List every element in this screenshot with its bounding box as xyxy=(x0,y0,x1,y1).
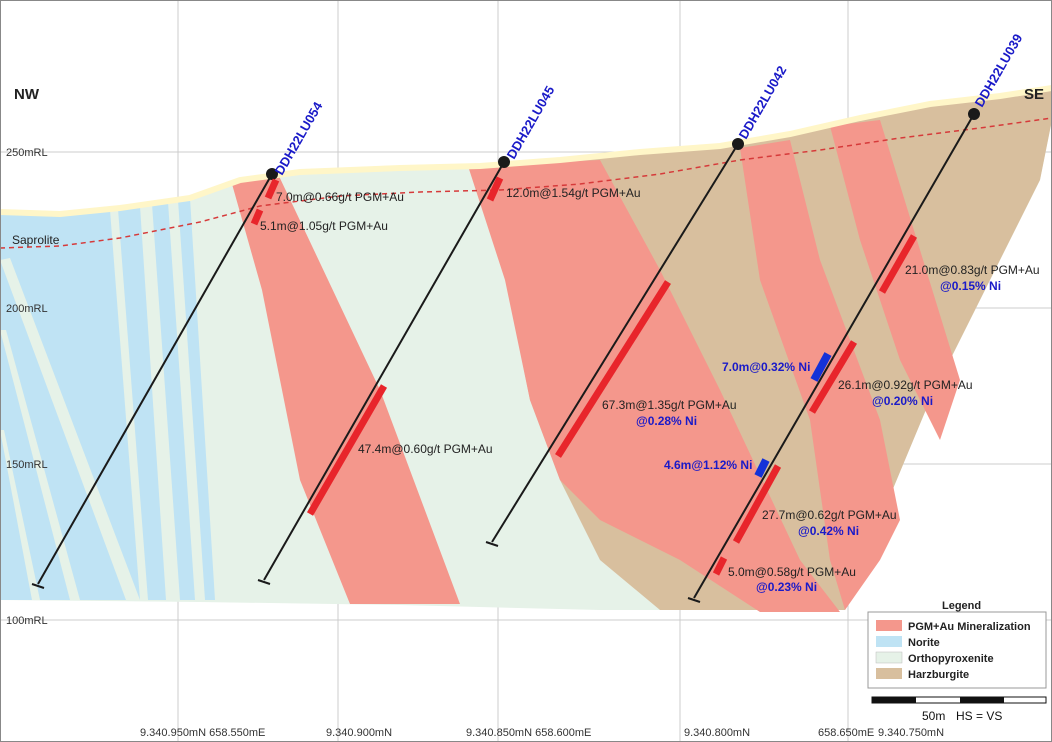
intercept-054-a xyxy=(264,178,280,200)
intercept-ni-label-2: 4.6m@1.12% Ni xyxy=(664,458,752,472)
scale-bar-seg-2 xyxy=(960,697,1004,703)
elevation-150: 150mRL xyxy=(6,459,48,471)
scale-bar: 50m HS = VS xyxy=(871,696,1047,723)
drill-traces xyxy=(31,108,980,603)
collar-042 xyxy=(732,138,744,150)
easting-label-6: 9.340.750mN xyxy=(878,727,944,739)
intercept-ni-039-d: @0.23% Ni xyxy=(756,580,817,594)
legend-swatch-harzburgite xyxy=(876,668,902,679)
intercept-054-b xyxy=(250,208,264,226)
drill-trace-054 xyxy=(37,173,273,585)
surface-cover xyxy=(0,85,1052,218)
intercept-label-045-b: 47.4m@0.60g/t PGM+Au xyxy=(358,442,493,456)
intercept-label-039-b: 26.1m@0.92g/t PGM+Au xyxy=(838,378,973,392)
intercept-045-b xyxy=(306,384,388,516)
legend-label-pgm: PGM+Au Mineralization xyxy=(908,621,1031,633)
intercept-label-039-a: 21.0m@0.83g/t PGM+Au xyxy=(905,263,1040,277)
drill-endcap-045 xyxy=(257,579,271,585)
intercept-label-039-c: 27.7m@0.62g/t PGM+Au xyxy=(762,508,897,522)
ni-intercept-1 xyxy=(810,352,832,382)
intercept-042-a xyxy=(555,280,671,458)
intercept-039-d xyxy=(712,556,728,576)
legend-swatch-pgm xyxy=(876,620,902,631)
scale-label: 50m xyxy=(922,709,945,723)
elevation-100: 100mRL xyxy=(6,615,48,627)
hole-label-045: DDH22LU045 xyxy=(504,83,558,161)
intercept-039-a xyxy=(878,234,918,294)
intercept-ni-039-b: @0.20% Ni xyxy=(872,394,933,408)
drill-trace-045 xyxy=(263,161,505,581)
drill-trace-042 xyxy=(491,143,739,543)
ni-intercept-2 xyxy=(754,458,770,478)
legend-swatch-norite xyxy=(876,636,902,647)
drill-trace-039 xyxy=(693,113,975,599)
pgm-band-2 xyxy=(468,160,840,612)
drill-endcap-042 xyxy=(485,541,499,547)
intercept-039-c xyxy=(732,464,782,544)
pgm-band-1 xyxy=(232,174,460,604)
legend-label-orthopyroxenite: Orthopyroxenite xyxy=(908,653,994,665)
drill-endcap-039 xyxy=(687,597,701,603)
hole-label-054: DDH22LU054 xyxy=(272,99,326,178)
ni-intercepts xyxy=(754,352,832,478)
intercept-045-a xyxy=(486,176,504,202)
easting-label-2: 9.340.900mN xyxy=(326,727,392,739)
easting-label-5: 658.650mE xyxy=(818,727,874,739)
easting-label-3: 9.340.850mN 658.600mE xyxy=(466,727,591,739)
direction-nw: NW xyxy=(14,86,40,103)
intercept-label-042-a: 67.3m@1.35g/t PGM+Au xyxy=(602,398,737,412)
legend-swatch-orthopyroxenite xyxy=(875,651,903,664)
scale-note: HS = VS xyxy=(956,709,1002,723)
saprolite-label: Saprolite xyxy=(12,233,60,247)
intercept-ni-039-a: @0.15% Ni xyxy=(940,279,1001,293)
pgm-band-4 xyxy=(830,120,960,440)
intercept-ni-042-a: @0.28% Ni xyxy=(636,414,697,428)
norite-stripes xyxy=(0,200,205,600)
collar-045 xyxy=(498,156,510,168)
pgm-intercepts xyxy=(250,176,918,576)
easting-label-4: 9.340.800mN xyxy=(684,727,750,739)
legend-label-harzburgite: Harzburgite xyxy=(908,669,969,681)
intercept-label-054-a: 7.0m@0.66g/t PGM+Au xyxy=(276,190,404,204)
elevation-250: 250mRL xyxy=(6,147,48,159)
legend-label-norite: Norite xyxy=(908,637,940,649)
intercept-ni-039-c: @0.42% Ni xyxy=(798,524,859,538)
legend: Legend PGM+Au Mineralization Norite Orth… xyxy=(867,600,1047,689)
intercept-label-054-b: 5.1m@1.05g/t PGM+Au xyxy=(260,219,388,233)
direction-se: SE xyxy=(1024,86,1044,103)
intercept-label-039-d: 5.0m@0.58g/t PGM+Au xyxy=(728,565,856,579)
scale-bar-seg-1 xyxy=(872,697,916,703)
collar-039 xyxy=(968,108,980,120)
hole-label-042: DDH22LU042 xyxy=(736,63,790,141)
easting-label-1: 9.340.950mN 658.550mE xyxy=(140,727,265,739)
intercept-ni-label-1: 7.0m@0.32% Ni xyxy=(722,360,810,374)
legend-title: Legend xyxy=(942,600,981,612)
drill-endcap-054 xyxy=(31,583,45,589)
collar-054 xyxy=(266,168,278,180)
intercept-039-b xyxy=(808,340,858,414)
elevation-200: 200mRL xyxy=(6,303,48,315)
intercept-label-045-a: 12.0m@1.54g/t PGM+Au xyxy=(506,186,641,200)
saprolite-line xyxy=(0,117,1052,249)
